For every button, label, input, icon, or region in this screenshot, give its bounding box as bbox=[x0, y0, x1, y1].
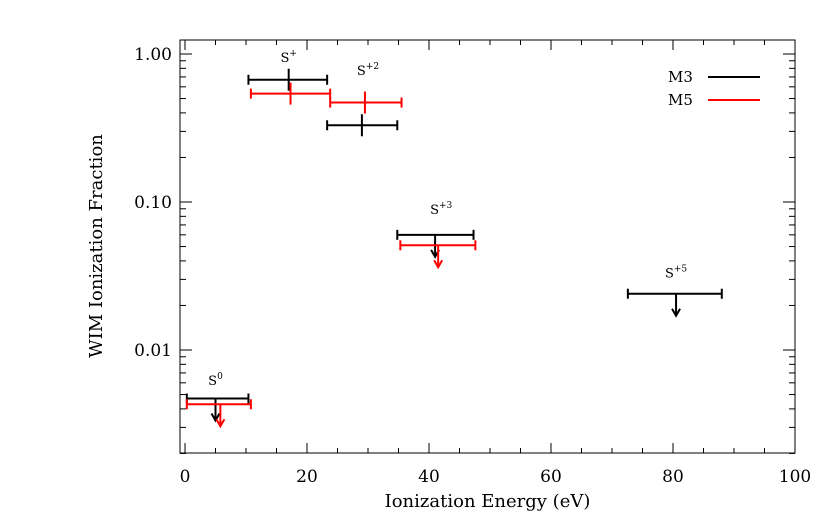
ion-label-charge: + bbox=[289, 49, 297, 59]
ion-label: S0 bbox=[208, 372, 223, 389]
ion-label: S+2 bbox=[357, 62, 379, 79]
m3-point bbox=[626, 288, 723, 318]
m5-point bbox=[249, 82, 332, 105]
ion-label-charge: 0 bbox=[217, 372, 223, 382]
ion-label: S+ bbox=[280, 49, 296, 66]
x-axis-title: Ionization Energy (eV) bbox=[385, 491, 591, 512]
m3-point bbox=[326, 114, 399, 137]
annotation-layer: S0S+S+2S+3S+5 bbox=[208, 49, 687, 389]
x-tick-label: 40 bbox=[418, 467, 440, 487]
ion-label-base: S bbox=[280, 51, 289, 66]
legend-label-m5: M5 bbox=[668, 91, 693, 109]
ion-label-base: S bbox=[430, 203, 439, 218]
m5-point bbox=[329, 91, 403, 114]
m5-point bbox=[185, 399, 252, 429]
y-tick-label: 0.01 bbox=[134, 341, 172, 361]
x-tick-label: 0 bbox=[180, 467, 191, 487]
x-tick-label: 80 bbox=[662, 467, 684, 487]
ion-label: S+5 bbox=[665, 264, 687, 281]
m3-point bbox=[247, 68, 329, 91]
series-layer bbox=[185, 68, 723, 429]
ion-label-charge: +5 bbox=[674, 264, 688, 274]
m3-point bbox=[185, 393, 250, 423]
ion-label-charge: +3 bbox=[439, 201, 453, 211]
x-tick-label: 60 bbox=[540, 467, 562, 487]
y-tick-label: 0.10 bbox=[134, 193, 172, 213]
ion-label-base: S bbox=[208, 374, 217, 389]
ion-label-charge: +2 bbox=[366, 62, 379, 72]
ion-label: S+3 bbox=[430, 201, 452, 218]
ion-label-base: S bbox=[665, 266, 674, 281]
y-axis-title: WIM Ionization Fraction bbox=[86, 134, 107, 358]
y-tick-label: 1.00 bbox=[134, 45, 172, 65]
m5-upper-limit-arrowhead bbox=[433, 259, 444, 270]
ion-label-base: S bbox=[357, 64, 366, 79]
m5-point bbox=[399, 240, 477, 270]
m5-upper-limit-arrowhead bbox=[215, 418, 226, 429]
x-tick-label: 100 bbox=[779, 467, 811, 487]
m3-upper-limit-arrowhead bbox=[671, 308, 681, 318]
axis-ticks: 0 20 40 60 80 100 0.01 0.10 1.00 bbox=[134, 40, 811, 487]
plot-frame bbox=[179, 39, 796, 454]
legend-label-m3: M3 bbox=[668, 68, 693, 86]
x-tick-label: 20 bbox=[296, 467, 318, 487]
m3-point bbox=[396, 229, 475, 259]
m3-upper-limit-arrowhead bbox=[210, 413, 221, 423]
